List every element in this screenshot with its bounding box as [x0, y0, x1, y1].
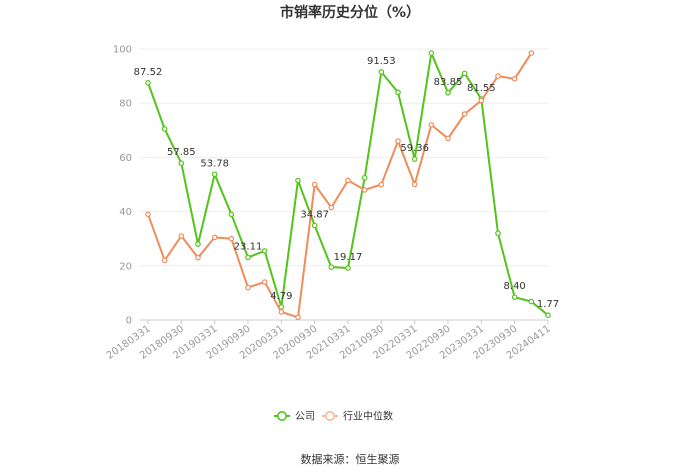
source-text: 数据来源：恒生聚源: [301, 452, 400, 466]
data-point: [178, 233, 185, 239]
data-point: [478, 97, 485, 104]
data-point: [545, 312, 551, 319]
series-layer: [145, 50, 551, 321]
data-label: 81.55: [467, 83, 496, 94]
data-point: [295, 177, 301, 184]
data-point: [178, 160, 185, 167]
data-point: [278, 309, 285, 315]
data-point: [411, 156, 418, 162]
data-point: [395, 89, 401, 96]
data-point: [145, 80, 151, 86]
data-point: [378, 181, 385, 188]
legend-item: 行业中位数: [322, 410, 393, 423]
legend-label: 行业中位数: [343, 410, 393, 423]
data-point: [378, 69, 385, 75]
data-point: [261, 279, 268, 285]
data-point: [495, 73, 501, 79]
data-point: [211, 171, 218, 178]
data-point: [245, 254, 251, 261]
data-point: [328, 204, 335, 211]
data-point: [345, 265, 351, 271]
data-label: 23.11: [234, 241, 263, 252]
data-point: [195, 254, 201, 261]
data-label: 59.36: [400, 143, 429, 154]
legend-marker-icon: [324, 410, 335, 421]
y-tick-label: 0: [126, 316, 132, 327]
data-point: [461, 111, 468, 117]
data-label: 8.40: [504, 281, 526, 292]
data-point: [345, 177, 351, 184]
data-point: [145, 211, 151, 218]
series-line-1: [147, 52, 533, 319]
data-point: [295, 314, 301, 321]
data-point: [528, 50, 535, 56]
data-point: [228, 235, 235, 242]
data-point: [261, 248, 268, 254]
data-point: [495, 230, 501, 237]
data-label: 34.87: [300, 210, 329, 221]
data-point: [328, 264, 335, 270]
data-point: [461, 70, 468, 77]
data-label: 57.85: [167, 147, 196, 158]
chart-title: 市销率历史分位（%）: [280, 4, 420, 21]
data-label: 53.78: [200, 158, 229, 169]
data-point: [428, 122, 435, 128]
data-point: [361, 187, 368, 193]
y-tick-label: 80: [119, 99, 132, 110]
data-point: [511, 294, 518, 301]
data-label: 19.17: [334, 252, 363, 263]
data-point: [445, 89, 451, 96]
data-label: 83.85: [434, 77, 463, 88]
y-tick-label: 40: [119, 207, 132, 218]
data-point: [511, 76, 518, 82]
legend-item: 公司: [274, 410, 315, 423]
y-tick-label: 100: [113, 45, 132, 56]
data-point: [528, 298, 535, 305]
legend-marker-icon: [276, 410, 287, 421]
y-tick-label: 20: [119, 261, 132, 272]
data-point: [411, 181, 418, 188]
grid-lines: [140, 48, 548, 321]
data-point: [228, 211, 235, 218]
data-point: [445, 135, 451, 142]
data-point: [245, 284, 251, 291]
data-point: [428, 50, 435, 56]
data-label: 4.79: [270, 291, 292, 302]
data-label: 87.52: [134, 67, 163, 78]
data-label: 1.77: [537, 299, 559, 310]
data-label: 91.53: [367, 56, 396, 67]
data-point: [211, 234, 218, 241]
y-tick-label: 60: [119, 153, 132, 164]
data-point: [195, 241, 201, 247]
data-point: [311, 181, 318, 188]
data-point: [361, 174, 368, 181]
legend: 公司 行业中位数: [274, 410, 393, 423]
data-point: [161, 257, 168, 264]
data-point: [161, 126, 168, 132]
data-point: [311, 222, 318, 229]
data-point: [395, 138, 401, 144]
data-labels: 87.52 57.85 53.78 23.11 4.79 34.87 19.17 91.53 5…: [134, 56, 559, 310]
legend-label: 公司: [295, 412, 315, 423]
